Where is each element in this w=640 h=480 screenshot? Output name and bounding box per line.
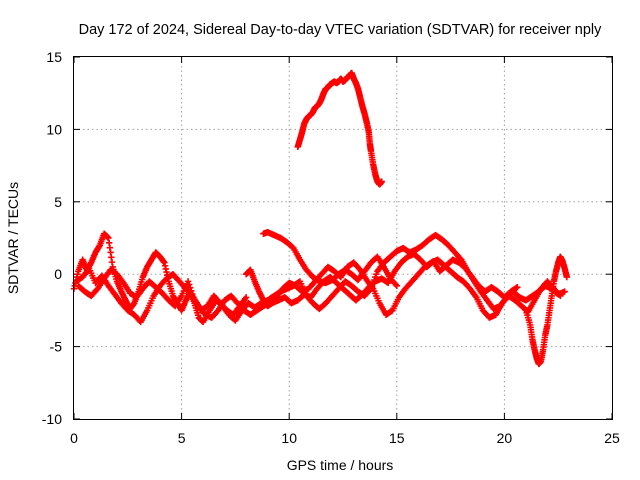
data-point <box>184 278 192 285</box>
data-point <box>563 273 571 281</box>
y-axis-label: SDTVAR / TECUs <box>5 182 21 294</box>
x-axis-label: GPS time / hours <box>287 457 394 473</box>
series-track-3 <box>75 266 250 318</box>
x-tick-labels: 0 5 10 15 20 25 <box>70 430 620 446</box>
series-track-5 <box>260 229 400 289</box>
x-tick-label: 25 <box>604 430 620 446</box>
series-track-4 <box>242 250 521 310</box>
y-tick-label: -5 <box>50 339 63 355</box>
axis-ticks <box>73 56 613 420</box>
grid-lines <box>74 57 612 419</box>
data-point <box>185 281 193 288</box>
data-points <box>70 69 571 368</box>
data-point <box>561 288 568 295</box>
y-tick-labels: -10 -5 0 5 10 15 <box>42 49 62 427</box>
data-point <box>190 293 197 301</box>
data-point <box>378 178 385 185</box>
data-point <box>187 284 194 291</box>
series-track-7 <box>522 253 571 368</box>
x-tick-label: 5 <box>178 430 186 446</box>
data-point <box>242 294 250 301</box>
data-point <box>188 287 195 295</box>
y-tick-label: 0 <box>54 266 62 282</box>
x-tick-label: 20 <box>497 430 513 446</box>
chart-title: Day 172 of 2024, Sidereal Day-to-day VTE… <box>79 22 603 38</box>
y-tick-label: 10 <box>46 121 62 137</box>
y-tick-label: 5 <box>54 194 62 210</box>
y-tick-label: -10 <box>42 411 62 427</box>
data-point <box>392 281 399 288</box>
data-point <box>514 284 521 291</box>
y-tick-label: 15 <box>46 49 62 65</box>
data-point <box>557 292 564 300</box>
data-point <box>393 282 400 289</box>
x-tick-label: 0 <box>70 430 78 446</box>
data-point <box>189 290 196 298</box>
x-tick-label: 15 <box>389 430 405 446</box>
series-track-6 <box>294 69 385 188</box>
x-tick-label: 10 <box>281 430 297 446</box>
plot-frame <box>73 56 613 420</box>
data-point <box>556 291 563 298</box>
